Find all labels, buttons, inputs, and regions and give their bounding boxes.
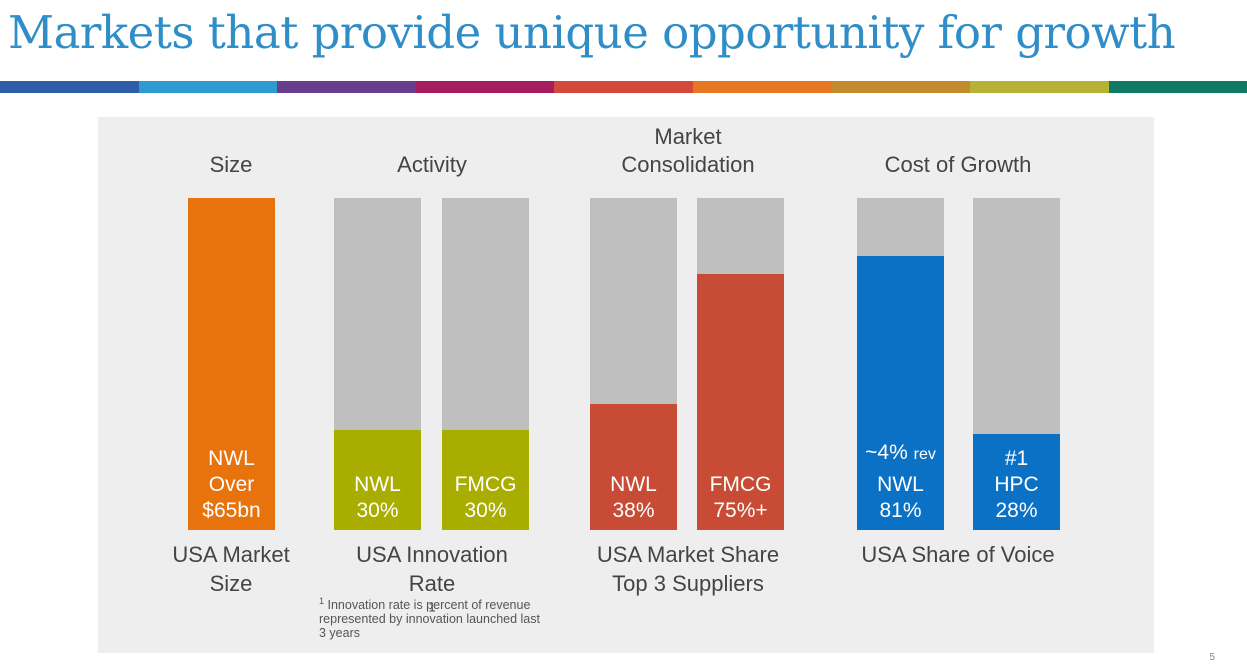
- bar-consolidation-nwl-fill: NWL 38%: [590, 403, 677, 530]
- label-consolidation: USA Market Share Top 3 Suppliers: [596, 542, 780, 596]
- slide-title: Markets that provide unique opportunity …: [8, 6, 1176, 59]
- color-strip-segment-4: [415, 81, 555, 93]
- color-strip-segment-3: [277, 81, 416, 93]
- color-strip-segment-1: [0, 81, 139, 93]
- bar-cost-nwl-fill: ~4% rev NWL 81%: [857, 256, 944, 530]
- bar-consolidation-fmcg: FMCG 75%+: [697, 198, 784, 530]
- bar-activity-nwl: NWL 30%: [334, 198, 421, 530]
- color-strip-segment-6: [692, 81, 832, 93]
- label-size: USA Market Size: [172, 542, 290, 596]
- bar-activity-nwl-fill: NWL 30%: [334, 430, 421, 530]
- color-strip: [0, 81, 1247, 93]
- bar-size-nwl: NWL Over $65bn: [188, 198, 275, 530]
- heading-market-consolidation: Market Consolidation: [621, 124, 755, 177]
- bar-cost-nwl: ~4% rev NWL 81%: [857, 198, 944, 530]
- heading-size: Size: [209, 152, 253, 177]
- color-strip-segment-9: [1108, 81, 1247, 93]
- heading-activity: Activity: [397, 152, 467, 177]
- bar-consolidation-nwl: NWL 38%: [590, 198, 677, 530]
- bar-size-nwl-fill: NWL Over $65bn: [188, 198, 275, 530]
- color-strip-segment-5: [554, 81, 693, 93]
- heading-cost-of-growth: Cost of Growth: [884, 152, 1032, 177]
- color-strip-segment-2: [138, 81, 278, 93]
- bar-activity-fmcg-fill: FMCG 30%: [442, 430, 529, 530]
- bar-activity-fmcg: FMCG 30%: [442, 198, 529, 530]
- label-cost-of-growth: USA Share of Voice: [861, 542, 1055, 567]
- color-strip-segment-8: [969, 81, 1109, 93]
- footnote: 1 Innovation rate is percent of revenue …: [319, 595, 540, 640]
- label-activity: USA Innovation Rate 1: [356, 542, 508, 615]
- bar-consolidation-fmcg-fill: FMCG 75%+: [697, 274, 784, 530]
- bar-cost-hpc: #1 HPC 28%: [973, 198, 1060, 530]
- page-number: 5: [1209, 652, 1215, 663]
- bar-cost-hpc-fill: #1 HPC 28%: [973, 433, 1060, 530]
- color-strip-segment-7: [831, 81, 970, 93]
